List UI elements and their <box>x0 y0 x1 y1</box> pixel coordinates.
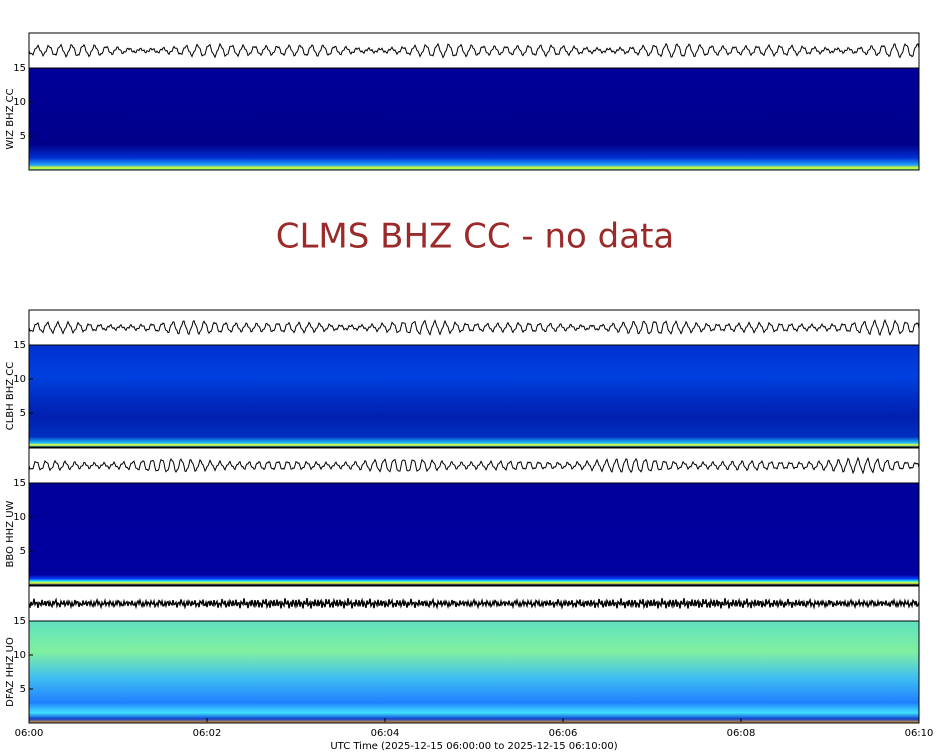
y-tick-label: 15 <box>13 478 26 489</box>
y-tick-label: 5 <box>20 546 26 557</box>
spectrogram <box>28 67 920 171</box>
y-tick-label: 10 <box>13 650 26 661</box>
y-tick-label: 5 <box>20 408 26 419</box>
panel-label: CLBH BHZ CC <box>5 362 16 431</box>
spectrogram <box>28 344 920 448</box>
no-data-message: CLMS BHZ CC - no data <box>276 217 675 257</box>
waveform <box>28 456 920 475</box>
x-tick-label: 06:06 <box>549 728 578 739</box>
y-tick-label: 15 <box>13 340 26 351</box>
panel-label: BBO HHZ UW <box>5 500 16 567</box>
y-tick-label: 5 <box>20 684 26 695</box>
y-tick-label: 15 <box>13 616 26 627</box>
panel-label: DFAZ HHZ UO <box>5 637 16 707</box>
x-tick-label: 06:04 <box>371 728 400 739</box>
y-tick-label: 10 <box>13 512 26 523</box>
x-tick-label: 06:10 <box>905 728 934 739</box>
y-tick-label: 15 <box>13 63 26 74</box>
spectrogram <box>28 620 920 724</box>
x-tick-label: 06:08 <box>727 728 756 739</box>
x-axis-label: UTC Time (2025-12-15 06:00:00 to 2025-12… <box>330 741 617 752</box>
waveform-frame <box>28 32 920 69</box>
y-tick-label: 10 <box>13 97 26 108</box>
x-tick-label: 06:00 <box>15 728 44 739</box>
panel-label: WIZ BHZ CC <box>5 88 16 149</box>
waveform <box>28 318 920 337</box>
waveform <box>28 42 920 59</box>
waveform <box>28 597 920 610</box>
y-tick-label: 5 <box>20 131 26 142</box>
x-tick-label: 06:02 <box>193 728 222 739</box>
spectrogram <box>28 482 920 586</box>
y-tick-label: 10 <box>13 374 26 385</box>
